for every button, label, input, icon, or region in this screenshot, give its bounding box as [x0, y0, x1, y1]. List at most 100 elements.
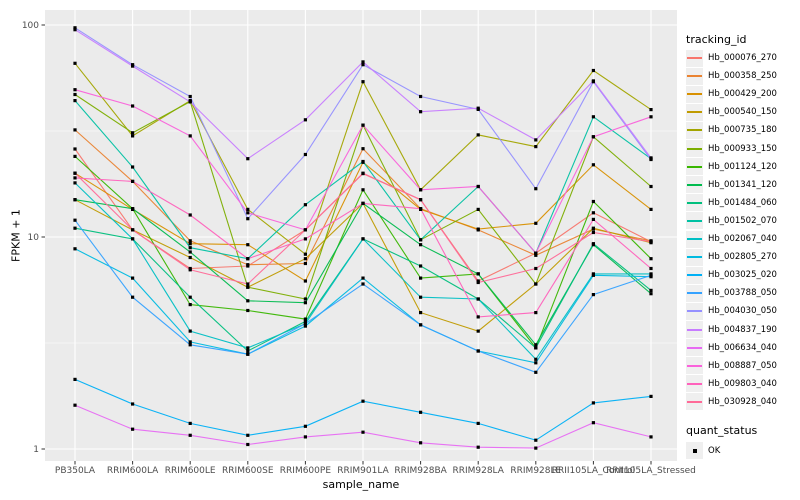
data-point — [649, 207, 653, 211]
legend-item-label: Hb_000735_180 — [708, 125, 777, 136]
legend-item-Hb_006634_040: Hb_006634_040 — [686, 339, 777, 357]
data-point — [476, 184, 480, 189]
data-point — [649, 292, 653, 296]
legend-key-line-icon — [686, 85, 703, 103]
data-point — [591, 273, 595, 277]
data-point — [246, 211, 250, 215]
data-point — [246, 442, 250, 447]
data-point — [246, 299, 250, 303]
legend-key-line-icon — [686, 140, 703, 157]
legend-item-Hb_001502_070: Hb_001502_070 — [686, 212, 777, 230]
data-point — [131, 134, 135, 138]
data-point — [419, 264, 423, 268]
legend-item-label: Hb_009803_040 — [708, 378, 777, 389]
data-point — [419, 207, 423, 211]
y-axis-title: FPKM + 1 — [9, 209, 23, 262]
data-point — [649, 435, 653, 439]
legend-key-line-icon — [686, 158, 703, 176]
data-point — [303, 228, 307, 232]
data-point — [188, 250, 192, 254]
legend-key-line-icon — [686, 339, 703, 357]
data-point — [188, 246, 192, 250]
data-point — [131, 237, 135, 241]
data-point — [419, 323, 423, 327]
data-point — [73, 171, 77, 175]
data-point — [591, 230, 595, 235]
data-point — [591, 226, 595, 230]
data-point — [303, 301, 307, 305]
data-point — [73, 92, 77, 97]
legend-key-line-icon — [686, 357, 703, 375]
data-point — [591, 217, 595, 221]
data-point — [303, 424, 307, 428]
data-point — [649, 257, 653, 261]
legend-key-line-icon — [686, 176, 703, 194]
data-point — [534, 446, 538, 450]
data-point — [591, 135, 595, 139]
data-point — [361, 159, 365, 164]
data-point — [188, 239, 192, 243]
legend-item-label: OK — [708, 445, 721, 456]
data-point — [303, 322, 307, 326]
data-point — [476, 421, 480, 425]
data-point — [303, 257, 307, 261]
data-point — [303, 261, 307, 266]
data-point — [131, 276, 135, 280]
data-point — [534, 138, 538, 142]
data-point — [591, 421, 595, 425]
data-point — [534, 187, 538, 191]
data-point — [591, 68, 595, 73]
data-point — [246, 157, 250, 161]
legend-item-label: Hb_006634_040 — [708, 342, 777, 353]
data-point — [534, 370, 538, 374]
data-point — [361, 276, 365, 280]
data-point — [303, 319, 307, 323]
data-point — [73, 247, 77, 251]
legend-item-Hb_008887_050: Hb_008887_050 — [686, 357, 777, 375]
data-point — [73, 181, 77, 185]
data-point — [303, 252, 307, 256]
x-tick-label: RRII105LA_Control — [552, 466, 635, 476]
data-point — [476, 207, 480, 211]
data-point — [649, 273, 653, 277]
data-point — [303, 237, 307, 241]
data-point — [131, 427, 135, 431]
data-point — [188, 94, 192, 99]
data-point — [534, 361, 538, 365]
data-point — [476, 445, 480, 449]
legend-item-label: Hb_000933_150 — [708, 143, 777, 154]
data-point — [131, 165, 135, 169]
legend-item-label: Hb_000540_150 — [708, 107, 777, 118]
legend-key-line-icon — [686, 212, 703, 230]
legend-item-label: Hb_001502_070 — [708, 215, 777, 226]
legend-item-label: Hb_000358_250 — [708, 71, 777, 82]
x-tick-label: PB350LA — [55, 466, 96, 476]
legend-item-Hb_003788_050: Hb_003788_050 — [686, 284, 777, 302]
data-point — [73, 154, 77, 158]
legend-key-line-icon — [686, 248, 703, 266]
data-point — [131, 104, 135, 108]
legend-item-label: Hb_000429_200 — [708, 89, 777, 100]
data-point — [246, 263, 250, 267]
data-point — [73, 28, 77, 32]
legend-item-Hb_003025_020: Hb_003025_020 — [686, 266, 777, 284]
data-point — [303, 152, 307, 157]
data-point — [476, 227, 480, 231]
x-tick-label: RRIM600SE — [222, 466, 274, 476]
legend-key-line-icon — [686, 121, 703, 139]
x-tick-label: RRIM928LE — [510, 466, 561, 476]
data-point — [476, 349, 480, 353]
data-point — [188, 255, 192, 260]
data-point — [361, 430, 365, 434]
data-point — [534, 438, 538, 442]
data-point — [649, 288, 653, 292]
data-point — [131, 228, 135, 232]
legend-key-line-icon — [686, 266, 703, 284]
legend-title-tracking-id: tracking_id — [686, 33, 747, 46]
legend-item-label: Hb_002805_270 — [708, 252, 777, 263]
data-point — [419, 295, 423, 299]
data-point — [534, 311, 538, 315]
data-point — [534, 343, 538, 347]
legend-key-line-icon — [686, 194, 703, 212]
